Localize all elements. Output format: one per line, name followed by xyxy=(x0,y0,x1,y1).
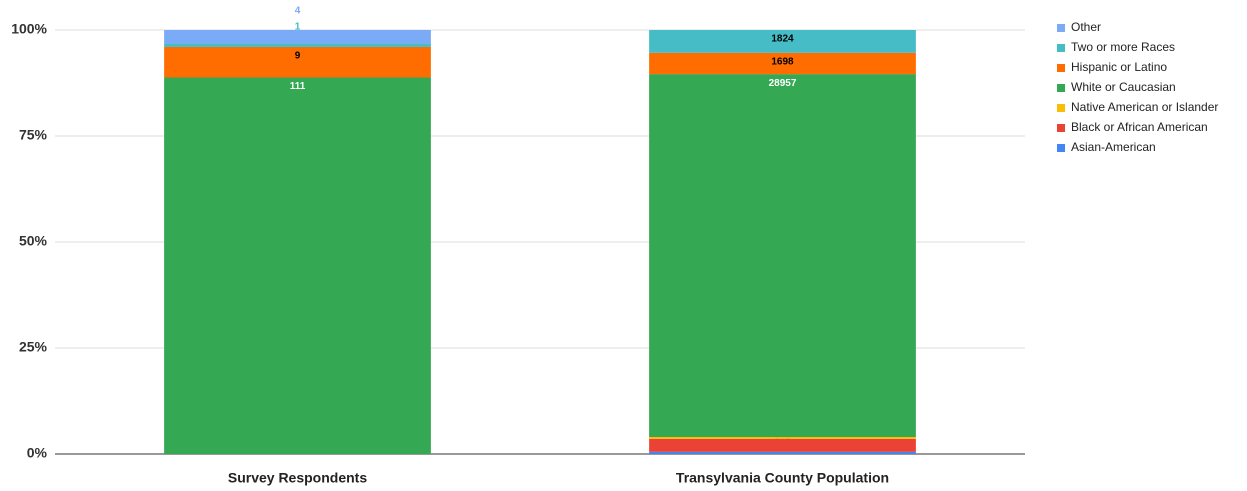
legend-label: Two or more Races xyxy=(1071,40,1175,54)
bar-segment xyxy=(164,30,431,44)
legend-label: Other xyxy=(1071,20,1101,34)
legend-label: Black or African American xyxy=(1071,120,1208,134)
y-tick-label: 0% xyxy=(27,445,48,461)
legend-label: Hispanic or Latino xyxy=(1071,60,1167,74)
legend-swatch xyxy=(1057,124,1065,132)
bar-segment xyxy=(649,436,916,439)
legend-swatch xyxy=(1057,104,1065,112)
bar-segment xyxy=(164,46,431,78)
legend-swatch xyxy=(1057,84,1065,92)
legend-swatch xyxy=(1057,24,1065,32)
data-label: 111 xyxy=(290,81,306,92)
bar-segment xyxy=(649,438,916,452)
y-tick-label: 100% xyxy=(11,21,47,37)
x-tick-label: Transylvania County Population xyxy=(676,470,889,486)
legend-label: White or Caucasian xyxy=(1071,80,1176,94)
data-label: 4 xyxy=(295,6,301,17)
bar-segment xyxy=(649,74,916,437)
bar-segment xyxy=(649,30,916,53)
x-tick-label: Survey Respondents xyxy=(228,470,367,486)
bar-segment xyxy=(649,52,916,75)
bar-segment xyxy=(164,43,431,47)
data-label: 28957 xyxy=(769,78,797,89)
y-tick-label: 50% xyxy=(19,233,48,249)
data-label: 9 xyxy=(295,51,301,62)
data-label: 1698 xyxy=(771,56,794,67)
legend-swatch xyxy=(1057,44,1065,52)
bar-segment xyxy=(164,77,431,454)
data-label: 1 xyxy=(295,22,301,33)
y-tick-label: 25% xyxy=(19,339,48,355)
legend-label: Asian-American xyxy=(1071,140,1156,154)
bar-segment xyxy=(649,451,916,454)
legend-label: Native American or Islander xyxy=(1071,100,1218,114)
data-label: 1824 xyxy=(771,34,794,45)
legend-swatch xyxy=(1057,144,1065,152)
legend-swatch xyxy=(1057,64,1065,72)
y-tick-label: 75% xyxy=(19,127,48,143)
